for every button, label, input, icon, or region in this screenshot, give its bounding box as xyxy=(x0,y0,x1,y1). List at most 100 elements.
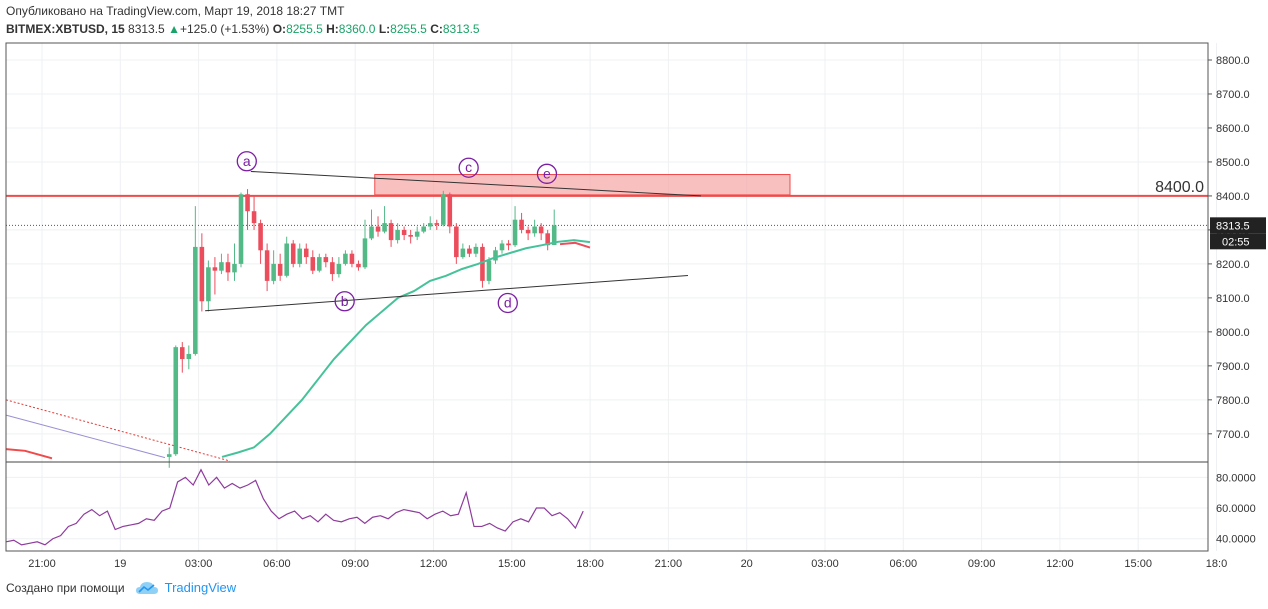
red-ma-segment xyxy=(5,448,53,460)
candle-body xyxy=(330,262,335,275)
candle-body xyxy=(493,250,498,261)
candle-body xyxy=(499,243,505,251)
time-tick-label: 06:00 xyxy=(890,558,918,570)
annotations: a b c d e xyxy=(205,151,702,314)
red-ma-tail xyxy=(559,241,591,249)
last-price: 8313.5 xyxy=(128,22,165,36)
purple-trendline xyxy=(5,414,166,459)
time-tick-label: 12:00 xyxy=(1046,558,1074,570)
wave-label-circle xyxy=(497,292,518,314)
last-price-box xyxy=(1210,217,1266,234)
last-price-axis-label: 8313.5 xyxy=(1216,220,1250,232)
candle-body xyxy=(258,223,263,251)
candle-body xyxy=(421,226,426,232)
candle-body xyxy=(166,454,172,457)
candle-body xyxy=(512,219,518,246)
wave-label-circle xyxy=(334,291,355,312)
triangle-trendline xyxy=(205,274,689,312)
candle-body xyxy=(427,223,433,227)
candle-body xyxy=(232,263,237,273)
low-value: 8255.5 xyxy=(390,22,427,36)
candle-body xyxy=(480,246,485,281)
low-label: L: xyxy=(378,22,391,36)
rsi-tick-label: 80.0000 xyxy=(1216,472,1256,484)
price-tick-label: 7900.0 xyxy=(1216,361,1250,373)
candle-body xyxy=(264,250,270,281)
close-label: C: xyxy=(430,22,443,36)
candle-body xyxy=(336,263,342,275)
resistance-zone xyxy=(374,174,791,196)
wave-label-circle xyxy=(236,151,257,172)
footer: Создано при помощи TradingView xyxy=(6,580,236,595)
candle-body xyxy=(375,226,381,232)
countdown-box xyxy=(1210,233,1266,250)
candle-body xyxy=(199,246,205,302)
candle-body xyxy=(206,267,211,302)
time-tick-label: 19 xyxy=(114,558,126,570)
candle-body xyxy=(362,238,368,268)
candle-body xyxy=(408,235,413,237)
ema-line xyxy=(221,239,591,458)
rsi-pane xyxy=(5,461,1208,546)
symbol-name: BITMEX:XBTUSD, 15 xyxy=(6,22,125,36)
candle-body xyxy=(447,194,453,227)
triangle-trendline xyxy=(250,170,702,197)
candle-body xyxy=(225,262,231,273)
candle-body xyxy=(277,263,283,276)
candle-body xyxy=(441,194,446,225)
tradingview-link[interactable]: TradingView xyxy=(135,580,236,595)
wave-label-circle xyxy=(458,157,479,178)
price-tick-label: 7800.0 xyxy=(1216,395,1250,407)
open-label: O: xyxy=(272,22,287,36)
time-tick-label: 21:00 xyxy=(28,558,56,570)
candle-body xyxy=(251,211,257,224)
candle-body xyxy=(219,262,224,271)
candle-body xyxy=(369,226,374,239)
wave-label-text: e xyxy=(543,165,551,181)
time-tick-label: 15:00 xyxy=(498,558,526,570)
chart-overlays: 8400.0 xyxy=(5,174,1208,462)
time-tick-label: 15:00 xyxy=(1124,558,1152,570)
change-up-icon: ▲ xyxy=(168,22,180,36)
candles xyxy=(166,189,557,468)
candle-body xyxy=(460,248,466,258)
price-chart[interactable]: 8400.0 a b c d e 8800.0 8700.0 8600.0 8500.0 840… xyxy=(0,0,1268,575)
candle-body xyxy=(401,229,407,236)
price-tick-label: 8600.0 xyxy=(1216,123,1250,135)
candle-body xyxy=(551,225,557,246)
dotted-trendline xyxy=(5,399,231,462)
price-tick-label: 8800.0 xyxy=(1216,55,1250,67)
wave-label-circle xyxy=(536,163,558,184)
tradingview-cloud-icon xyxy=(135,581,158,594)
plot-border xyxy=(5,42,1209,552)
candle-body xyxy=(434,223,440,225)
candle-body xyxy=(297,248,303,264)
time-tick-label: 20 xyxy=(741,558,753,570)
wave-label-text: d xyxy=(504,294,512,310)
candle-body xyxy=(323,257,329,263)
candle-body xyxy=(414,231,420,237)
close-value: 8313.5 xyxy=(442,22,480,36)
time-tick-label: 18:0 xyxy=(1206,558,1227,570)
candle-body xyxy=(193,246,198,354)
axes: 8800.08700.08600.08500.08400.08300.08200… xyxy=(5,42,1266,570)
candle-body xyxy=(506,243,511,246)
ema-polyline xyxy=(221,239,591,458)
symbol-info: BITMEX:XBTUSD, 15 8313.5 ▲+125.0 (+1.53%… xyxy=(6,22,480,36)
candle-body xyxy=(238,194,244,264)
rsi-tick-label: 60.0000 xyxy=(1216,503,1256,515)
price-tick-label: 8200.0 xyxy=(1216,259,1250,271)
candle-body xyxy=(538,226,544,234)
candle-body xyxy=(284,243,289,276)
candle-body xyxy=(303,248,309,258)
price-tick-label: 8500.0 xyxy=(1216,157,1250,169)
candle-body xyxy=(245,194,250,212)
candle-body xyxy=(356,263,361,268)
candle-body xyxy=(290,243,296,264)
time-tick-label: 21:00 xyxy=(655,558,683,570)
candle-body xyxy=(395,229,400,241)
candle-body xyxy=(388,223,394,241)
price-tick-label: 8400.0 xyxy=(1216,191,1250,203)
open-value: 8255.5 xyxy=(286,22,323,36)
candle-body xyxy=(382,223,387,232)
